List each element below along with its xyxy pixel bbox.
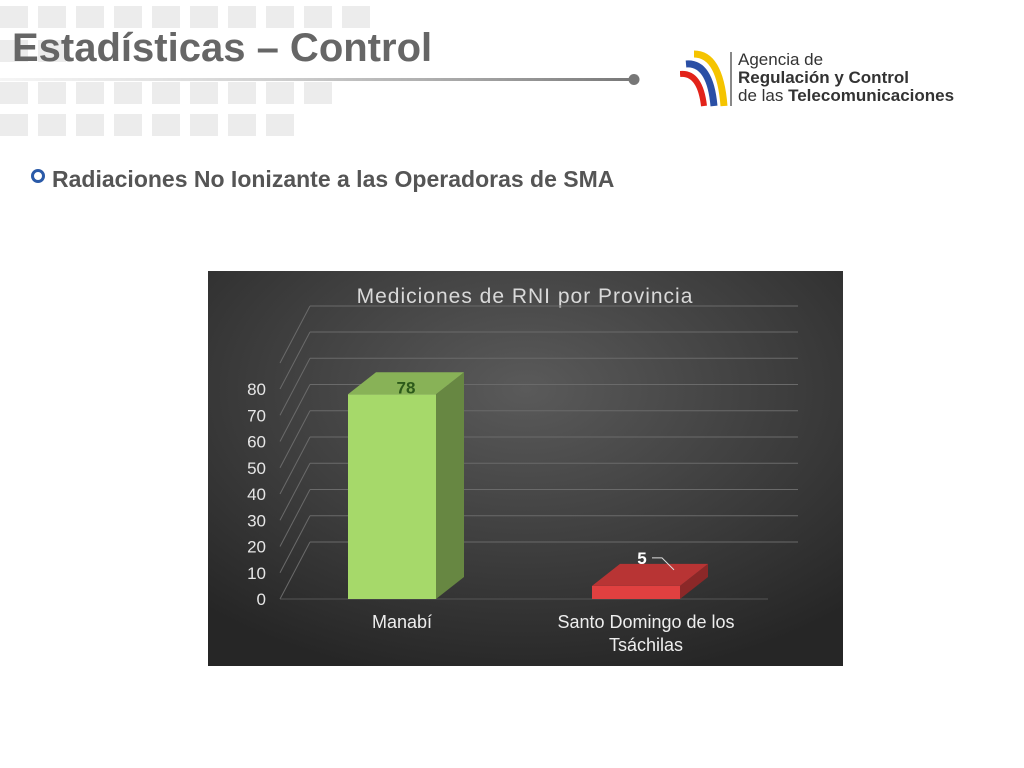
bar-chart: Mediciones de RNI por Provincia 0 10 20 30 4… [208,271,843,666]
gridline-side [279,358,311,416]
x-category-label: Manabí [372,612,432,632]
data-label: 5 [637,549,646,568]
logo-line-3: de las Telecomunicaciones [738,87,954,105]
gridline-side [279,331,311,390]
gridline-side [279,515,311,573]
bar-0-front [348,394,436,599]
gridline-side [279,463,311,521]
bar-0-top [348,372,464,395]
logo-line-3-bold: Telecomunicaciones [788,86,955,105]
x-category-label: Santo Domingo de los [557,612,734,632]
gridline-side [279,384,311,442]
bar-1-side [680,563,708,599]
data-label-leader [652,557,675,571]
slide-subtitle: Radiaciones No Ionizante a las Operadora… [52,166,615,192]
gridline-side [279,410,311,468]
gridline-side [279,436,311,495]
logo-line-2: Regulación y Control [738,68,909,87]
logo-line-1: Agencia de [738,50,824,69]
title-divider [0,74,640,85]
gridline-side [279,305,311,364]
gridline-side [279,489,311,547]
page-title: Estadísticas – Control [12,26,433,70]
bullet-icon [31,169,45,183]
logo-line-3-prefix: de las [738,86,784,105]
y-tick-label: 80 [247,380,266,399]
background-tile-pattern [0,6,370,136]
logo-arc-red [680,70,707,107]
y-tick-label: 70 [247,406,266,425]
gridline-side [279,541,311,600]
y-tick-label: 30 [247,511,266,530]
y-tick-label: 50 [247,459,266,478]
bar-1-front [592,585,680,599]
chart-background [208,271,843,666]
y-tick-label: 0 [257,590,266,609]
bar-0-side [436,372,464,599]
y-tick-label: 10 [247,564,266,583]
y-tick-label: 60 [247,433,266,452]
data-label: 78 [397,378,416,397]
logo-arc-blue [685,60,718,107]
logo-arc-yellow [693,50,728,107]
chart-title: Mediciones de RNI por Provincia [357,285,694,308]
y-tick-label: 20 [247,538,266,557]
bar-1-top [592,563,708,586]
logo-text: Agencia de Regulación y Control de las T… [738,51,954,105]
x-category-label: Tsáchilas [609,635,683,655]
logo-icon [680,50,732,107]
y-tick-label: 40 [247,485,266,504]
